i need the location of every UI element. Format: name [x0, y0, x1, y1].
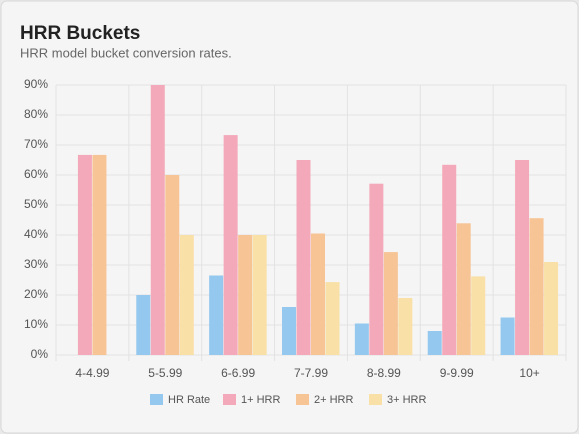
- legend-swatch[interactable]: [150, 394, 163, 405]
- bar: [427, 331, 442, 355]
- bar: [209, 275, 224, 355]
- bar: [92, 154, 107, 355]
- legend-label[interactable]: 3+ HRR: [387, 394, 426, 406]
- bar: [311, 233, 325, 355]
- bar: [500, 317, 515, 355]
- legend-swatch[interactable]: [369, 394, 382, 405]
- bar: [515, 160, 530, 355]
- y-tick-label: 50%: [24, 197, 48, 211]
- x-tick-label: 4-4.99: [75, 366, 109, 380]
- bar: [471, 276, 486, 355]
- x-tick-label: 5-5.99: [148, 366, 182, 380]
- y-tick-label: 80%: [24, 107, 48, 121]
- bar: [398, 298, 413, 355]
- legend-label[interactable]: HR Rate: [168, 394, 210, 406]
- y-tick-label: 60%: [24, 167, 48, 181]
- y-tick-label: 70%: [24, 137, 48, 151]
- y-tick-label: 10%: [24, 317, 48, 331]
- bar: [544, 262, 559, 355]
- bar: [383, 252, 398, 355]
- bar: [165, 175, 180, 355]
- x-tick-label: 9-9.99: [440, 366, 474, 380]
- chart-subtitle: HRR model bucket conversion rates.: [20, 45, 232, 60]
- bar: [442, 164, 457, 355]
- x-tick-label: 6-6.99: [221, 366, 255, 380]
- bar: [296, 160, 311, 355]
- bar: [77, 154, 92, 355]
- bar: [529, 218, 544, 355]
- bar: [223, 135, 238, 355]
- bar: [325, 282, 340, 355]
- y-tick-label: 40%: [24, 227, 48, 241]
- chart-title: HRR Buckets: [20, 23, 140, 44]
- y-tick-label: 30%: [24, 257, 48, 271]
- bar: [456, 223, 471, 355]
- y-tick-label: 90%: [24, 77, 48, 91]
- legend-label[interactable]: 2+ HRR: [314, 394, 353, 406]
- bar: [150, 85, 165, 355]
- bar: [252, 235, 267, 355]
- bar: [282, 307, 296, 355]
- legend-label[interactable]: 1+ HRR: [241, 394, 280, 406]
- x-tick-label: 7-7.99: [294, 366, 328, 380]
- bar: [369, 183, 384, 355]
- legend-swatch[interactable]: [296, 394, 309, 405]
- bar: [354, 323, 369, 355]
- bar: [136, 295, 151, 355]
- bar: [238, 235, 253, 355]
- x-tick-label: 8-8.99: [367, 366, 401, 380]
- bar: [179, 235, 194, 355]
- y-tick-label: 20%: [24, 287, 48, 301]
- x-tick-label: 10+: [519, 366, 539, 380]
- legend-swatch[interactable]: [223, 394, 236, 405]
- y-tick-label: 0%: [31, 347, 49, 361]
